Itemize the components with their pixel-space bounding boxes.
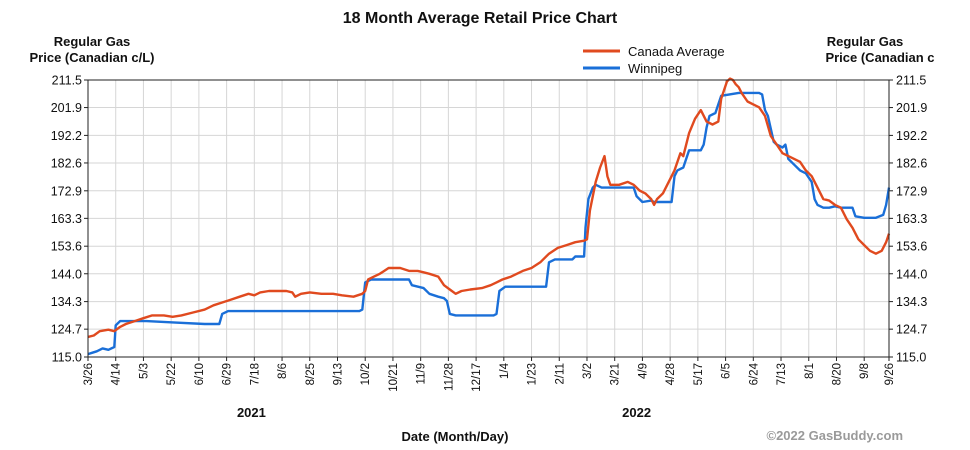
- right-axis-label-line2: Price (Canadian c: [825, 50, 934, 65]
- chart-title: 18 Month Average Retail Price Chart: [343, 10, 618, 27]
- year-label: 2021: [237, 405, 266, 420]
- y-tick-label-left: 115.0: [52, 351, 82, 365]
- x-tick-label: 9/8: [859, 363, 871, 379]
- y-tick-label-right: 144.0: [896, 267, 927, 281]
- y-tick-label-left: 144.0: [51, 267, 82, 281]
- plot-frame: [87, 79, 890, 358]
- x-tick-label: 3/21: [610, 363, 622, 385]
- x-tick-label: 11/28: [443, 363, 455, 391]
- y-tick-label-right: 172.9: [896, 184, 927, 198]
- y-tick-label-right: 201.9: [896, 101, 927, 115]
- x-tick-label: 5/22: [166, 363, 178, 385]
- x-tick-label: 6/24: [748, 362, 760, 385]
- x-tick-label: 10/2: [360, 363, 372, 385]
- y-tick-label-right: 192.2: [896, 129, 927, 143]
- x-tick-label: 4/14: [111, 362, 123, 385]
- y-tick-label-right: 134.3: [896, 295, 927, 309]
- x-tick-label: 1/4: [499, 362, 511, 379]
- x-tick-label: 11/9: [416, 363, 428, 385]
- series-lines: [87, 77, 891, 356]
- left-axis-label-line1: Regular Gas: [54, 34, 131, 49]
- y-tick-label-right: 124.7: [896, 323, 927, 337]
- year-label: 2022: [622, 405, 651, 420]
- y-tick-label-right: 115.0: [896, 351, 926, 365]
- left-axis-label-line2: Price (Canadian c/L): [30, 50, 155, 65]
- x-tick-label: 3/26: [83, 363, 95, 385]
- x-tick-label: 9/13: [332, 363, 344, 385]
- right-axis-label-line1: Regular Gas: [827, 34, 904, 49]
- y-tick-label-left: 201.9: [51, 101, 82, 115]
- y-tick-label-left: 134.3: [51, 295, 82, 309]
- x-tick-label: 8/20: [831, 363, 843, 385]
- y-tick-label-right: 182.6: [896, 156, 927, 170]
- series-line-winnipeg: [87, 91, 891, 356]
- left-y-tick-labels: 211.5 201.9 192.2 182.6 172.9 163.3 153.6 144.0…: [51, 74, 82, 365]
- gridlines: [84, 79, 893, 361]
- x-tick-label: 12/17: [471, 363, 483, 392]
- y-tick-label-right: 163.3: [896, 212, 927, 226]
- x-tick-label: 4/28: [665, 363, 677, 385]
- legend: Canada Average Winnipeg: [583, 44, 725, 76]
- copyright-notice: ©2022 GasBuddy.com: [767, 428, 904, 443]
- x-tick-label: 8/6: [277, 363, 289, 379]
- x-tick-label: 8/25: [305, 363, 317, 385]
- y-tick-label-left: 163.3: [51, 212, 82, 226]
- x-tick-label: 5/17: [693, 363, 705, 385]
- x-tick-label: 10/21: [388, 363, 400, 392]
- y-tick-label-left: 192.2: [51, 129, 82, 143]
- x-tick-label: 2/11: [554, 363, 566, 385]
- x-tick-label: 7/13: [776, 363, 788, 385]
- x-tick-label: 6/10: [194, 363, 206, 385]
- y-tick-label-left: 153.6: [51, 240, 82, 254]
- y-tick-label-right: 211.5: [896, 74, 926, 88]
- x-tick-labels: 3/26 4/14 5/3 5/22 6/10 6/29 7/18 8/6 8/25 9/13 10…: [83, 362, 896, 391]
- y-tick-label-left: 211.5: [52, 74, 82, 88]
- legend-label-winnipeg: Winnipeg: [628, 61, 682, 76]
- series-line-canada-average: [87, 77, 891, 339]
- right-y-tick-labels: 211.5 201.9 192.2 182.6 172.9 163.3 153.6 144.0…: [896, 74, 927, 365]
- x-tick-label: 7/18: [249, 363, 261, 385]
- y-tick-label-left: 182.6: [51, 156, 82, 170]
- y-tick-label-left: 124.7: [51, 323, 82, 337]
- x-tick-label: 9/26: [884, 363, 896, 385]
- legend-label-canada: Canada Average: [628, 44, 725, 59]
- x-tick-label: 8/1: [804, 363, 816, 379]
- x-tick-label: 4/9: [637, 363, 649, 379]
- y-tick-label-left: 172.9: [51, 184, 82, 198]
- x-tick-label: 1/23: [527, 363, 539, 385]
- x-tick-label: 5/3: [138, 363, 150, 379]
- x-tick-label: 6/29: [222, 363, 234, 385]
- x-tick-label: 6/5: [721, 363, 733, 379]
- x-axis-label: Date (Month/Day): [402, 429, 509, 444]
- y-tick-label-right: 153.6: [896, 240, 927, 254]
- year-labels: 2021 2022: [237, 405, 651, 420]
- x-tick-label: 3/2: [582, 363, 594, 379]
